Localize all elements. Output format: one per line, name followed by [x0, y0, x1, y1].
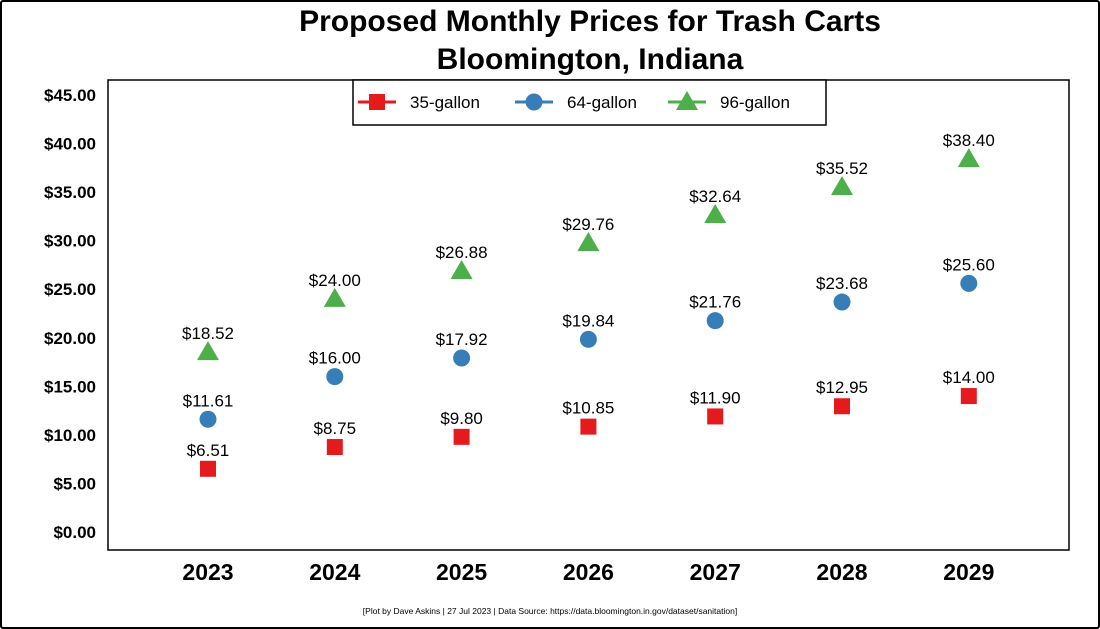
caption: [Plot by Dave Askins | 27 Jul 2023 | Dat… — [363, 606, 737, 616]
chart-title-line-2: Bloomington, Indiana — [437, 43, 744, 76]
y-tick-label: $0.00 — [53, 523, 96, 542]
legend-label: 96-gallon — [720, 93, 790, 112]
data-point-64-gallon — [706, 312, 724, 330]
legend-box — [352, 79, 827, 126]
legend: 35-gallon 64-gallon 96-gallon — [352, 79, 827, 126]
data-label: $24.00 — [309, 271, 361, 290]
data-label: $26.88 — [436, 243, 488, 262]
legend-marker-96-gallon — [676, 91, 698, 110]
data-label: $11.61 — [183, 391, 234, 410]
data-label: $19.84 — [562, 311, 614, 330]
data-label: $11.90 — [690, 388, 741, 407]
data-label: $29.76 — [562, 215, 614, 234]
data-point-96-gallon — [450, 259, 473, 279]
data-point-35-gallon — [834, 398, 850, 415]
data-label: $6.51 — [187, 441, 230, 460]
data-label: $18.52 — [182, 324, 234, 343]
data-point-64-gallon — [833, 293, 851, 311]
y-tick-label: $30.00 — [44, 232, 96, 251]
data-point-64-gallon — [453, 349, 471, 367]
y-tick-label: $5.00 — [53, 474, 96, 493]
data-point-64-gallon — [960, 274, 978, 292]
x-tick-label: 2025 — [436, 559, 487, 585]
legend-marker-35-gallon — [369, 94, 385, 110]
y-tick-label: $45.00 — [44, 86, 96, 105]
data-point-64-gallon — [326, 368, 344, 386]
series-35-gallon: $6.51 $8.75 $9.80 $10.85 $11.90 $12.95 $14.00 — [187, 368, 995, 477]
data-point-96-gallon — [957, 148, 980, 168]
y-tick-label: $20.00 — [44, 329, 96, 348]
data-point-35-gallon — [200, 460, 216, 477]
data-label: $25.60 — [943, 255, 995, 274]
y-tick-label: $10.00 — [44, 426, 96, 445]
data-point-96-gallon — [197, 341, 219, 361]
data-point-35-gallon — [960, 388, 977, 405]
y-tick-label: $15.00 — [44, 377, 96, 396]
data-label: $14.00 — [943, 368, 995, 387]
y-tick-label: $25.00 — [44, 280, 96, 299]
data-label: $16.00 — [309, 349, 361, 368]
data-point-35-gallon — [326, 439, 343, 456]
data-label: $23.68 — [816, 274, 868, 293]
data-label: $10.85 — [562, 399, 614, 418]
legend-marker-64-gallon — [525, 93, 543, 111]
x-tick-label: 2029 — [943, 559, 994, 585]
data-point-96-gallon — [704, 204, 727, 224]
x-tick-label: 2027 — [690, 559, 741, 585]
data-label: $38.40 — [943, 131, 995, 150]
data-label: $35.52 — [816, 159, 868, 178]
data-label: $21.76 — [689, 293, 741, 312]
x-tick-label: 2023 — [182, 559, 233, 585]
data-point-64-gallon — [579, 330, 597, 348]
data-point-96-gallon — [831, 176, 853, 196]
chart-title-line-1: Proposed Monthly Prices for Trash Carts — [299, 5, 881, 38]
x-tick-label: 2026 — [563, 559, 614, 585]
data-point-35-gallon — [453, 428, 470, 445]
data-label: $17.92 — [436, 330, 488, 349]
series-96-gallon: $18.52 $24.00 $26.88 $29.76 $32.64 $35.52 $38.… — [182, 131, 995, 361]
series-64-gallon: $11.61 $16.00 $17.92 $19.84 $21.76 $23.68 $25.… — [183, 255, 995, 428]
data-point-64-gallon — [199, 410, 217, 428]
data-label: $9.80 — [440, 409, 483, 428]
data-point-96-gallon — [577, 231, 600, 251]
legend-label: 35-gallon — [410, 93, 480, 112]
data-point-35-gallon — [707, 408, 724, 425]
y-tick-label: $35.00 — [44, 183, 96, 202]
x-tick-label: 2024 — [309, 559, 360, 585]
data-point-96-gallon — [323, 287, 346, 307]
data-label: $32.64 — [689, 187, 741, 206]
y-tick-label: $40.00 — [44, 135, 96, 154]
legend-label: 64-gallon — [567, 93, 637, 112]
data-point-35-gallon — [580, 418, 597, 435]
data-label: $8.75 — [314, 419, 357, 438]
data-label: $12.95 — [816, 378, 868, 397]
x-tick-label: 2028 — [816, 559, 867, 585]
